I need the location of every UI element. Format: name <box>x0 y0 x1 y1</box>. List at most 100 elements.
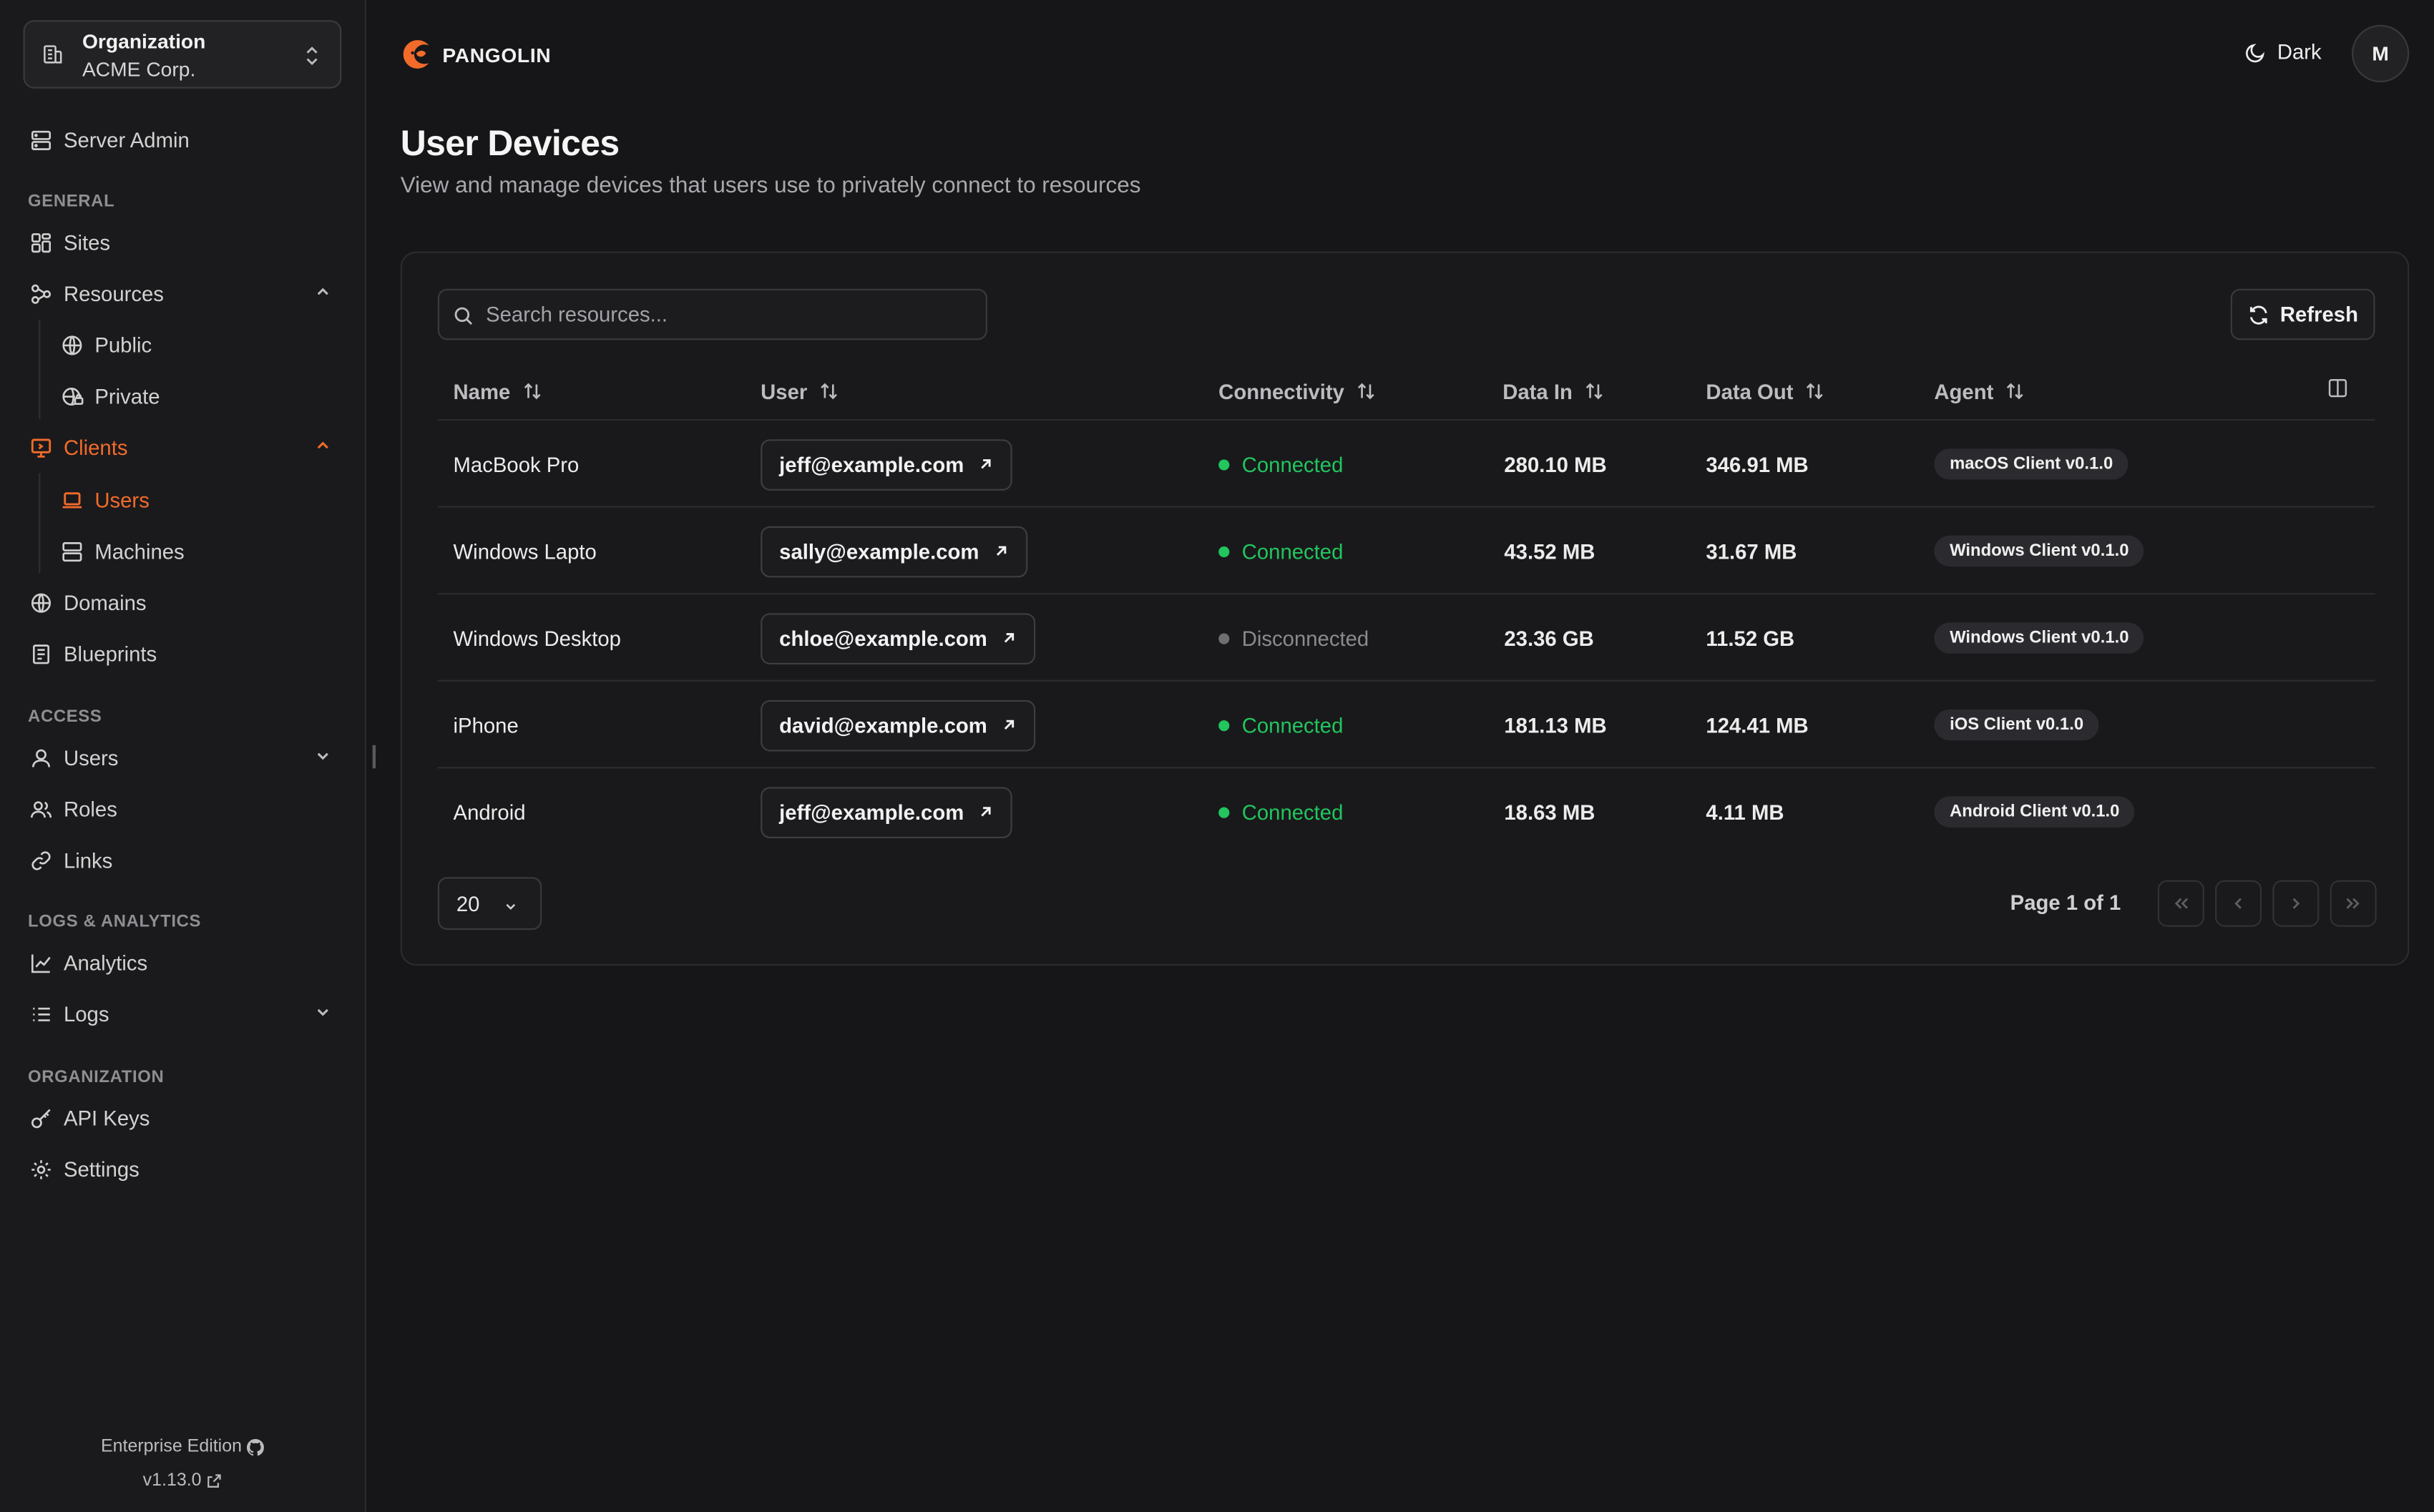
sort-icon <box>524 383 541 400</box>
connectivity-cell: Connected <box>1218 508 1343 595</box>
user-link[interactable]: jeff@example.com <box>761 438 1012 490</box>
rows-per-page-select[interactable]: 20 <box>437 877 542 931</box>
chevron-up-icon[interactable] <box>313 283 332 301</box>
sidebar-item-links[interactable]: Links <box>28 843 112 878</box>
sort-icon <box>1807 383 1824 400</box>
edition-info: Enterprise Edition <box>0 1438 365 1456</box>
user-link[interactable]: jeff@example.com <box>761 786 1012 838</box>
chevron-up-icon[interactable] <box>313 436 332 455</box>
users-icon <box>28 796 53 821</box>
theme-toggle[interactable]: Dark <box>2244 40 2322 64</box>
sidebar-item-resources[interactable]: Resources <box>28 276 338 310</box>
sidebar-item-roles[interactable]: Roles <box>28 792 117 826</box>
column-header-agent[interactable]: Agent <box>1934 377 2026 405</box>
server-icon <box>28 127 53 152</box>
column-header-user[interactable]: User <box>761 377 840 405</box>
section-general: GENERAL <box>28 192 115 212</box>
column-label: Data Out <box>1706 379 1794 403</box>
sidebar-item-label: Blueprints <box>63 642 157 666</box>
sort-icon <box>2007 383 2024 400</box>
sidebar-item-clients[interactable]: Clients <box>28 430 338 464</box>
refresh-button[interactable]: Refresh <box>2230 288 2375 340</box>
sidebar-item-label: Users <box>94 488 150 512</box>
version-label: v1.13.0 <box>142 1471 202 1491</box>
search-input[interactable] <box>486 290 975 339</box>
sidebar-item-analytics[interactable]: Analytics <box>28 946 147 980</box>
agent-cell: Windows Client v0.1.0 <box>1934 508 2145 595</box>
arrow-up-right-icon <box>981 459 991 469</box>
column-label: User <box>761 379 808 403</box>
arrow-up-right-icon <box>996 546 1006 556</box>
sidebar-item-label: Server Admin <box>63 128 190 152</box>
status-dot <box>1218 719 1230 731</box>
sidebar-item-machines[interactable]: Machines <box>59 534 185 569</box>
section-organization: ORGANIZATION <box>28 1068 165 1087</box>
agent-cell: macOS Client v0.1.0 <box>1934 421 2128 508</box>
sidebar-item-label: Clients <box>63 435 128 459</box>
status-badge: Connected <box>1218 800 1343 823</box>
theme-label: Dark <box>2277 40 2322 64</box>
sidebar-item-sites[interactable]: Sites <box>28 225 110 260</box>
chevron-down-icon <box>506 903 516 910</box>
chevron-down-icon[interactable] <box>313 1003 332 1021</box>
github-icon[interactable] <box>246 1438 264 1455</box>
sidebar-item-domains[interactable]: Domains <box>28 585 147 619</box>
version-info: v1.13.0 <box>0 1472 365 1491</box>
brand-logo[interactable]: PANGOLIN <box>401 37 552 72</box>
column-header-data-in[interactable]: Data In <box>1502 377 1605 405</box>
column-header-name[interactable]: Name <box>454 377 543 405</box>
chevrons-up-down-icon <box>304 45 320 67</box>
search-box[interactable] <box>437 288 987 340</box>
previous-page-button[interactable] <box>2215 880 2262 927</box>
columns-icon[interactable] <box>2327 377 2348 398</box>
gear-icon <box>28 1157 53 1182</box>
user-email: jeff@example.com <box>779 800 964 824</box>
moon-icon <box>2246 43 2265 62</box>
agent-cell: iOS Client v0.1.0 <box>1934 682 2099 769</box>
status-badge: Connected <box>1218 539 1343 563</box>
table-row: Android jeff@example.com Connected 18.63… <box>438 768 2375 855</box>
sidebar-item-server-admin[interactable]: Server Admin <box>28 122 190 157</box>
status-badge: Connected <box>1218 453 1343 476</box>
data-in: 18.63 MB <box>1504 800 1595 824</box>
device-name: Windows Lapto <box>453 539 597 563</box>
sidebar-item-access-users[interactable]: Users <box>28 740 338 775</box>
agent-badge: Windows Client v0.1.0 <box>1934 535 2145 567</box>
connectivity-cell: Disconnected <box>1218 594 1369 682</box>
user-link[interactable]: david@example.com <box>761 699 1036 751</box>
data-out: 124.41 MB <box>1706 713 1809 737</box>
sidebar-item-users[interactable]: Users <box>59 483 150 517</box>
user-email: sally@example.com <box>779 539 979 563</box>
globe-icon <box>59 332 84 357</box>
sidebar-item-label: Machines <box>94 539 185 563</box>
sidebar-item-logs[interactable]: Logs <box>28 996 338 1031</box>
arrow-up-right-icon <box>1004 720 1015 730</box>
sidebar-resize-handle[interactable] <box>372 745 375 769</box>
column-header-connectivity[interactable]: Connectivity <box>1218 377 1377 405</box>
user-icon <box>28 745 53 770</box>
column-header-data-out[interactable]: Data Out <box>1706 377 1826 405</box>
sidebar-item-blueprints[interactable]: Blueprints <box>28 637 157 671</box>
external-link-icon[interactable] <box>206 1473 222 1489</box>
arrow-up-right-icon <box>981 807 991 817</box>
table-row: Windows Desktop chloe@example.com Discon… <box>438 594 2375 682</box>
last-page-button[interactable] <box>2330 880 2377 927</box>
sidebar-item-api-keys[interactable]: API Keys <box>28 1101 150 1135</box>
sidebar-item-private[interactable]: Private <box>59 379 160 413</box>
arrow-up-right-icon <box>1004 633 1015 643</box>
user-link[interactable]: sally@example.com <box>761 525 1027 577</box>
sidebar-item-settings[interactable]: Settings <box>28 1152 140 1186</box>
chevron-down-icon[interactable] <box>313 747 332 765</box>
tree-line <box>39 473 41 573</box>
sidebar-item-label: Domains <box>63 590 147 614</box>
org-switcher[interactable]: Organization ACME Corp. <box>23 20 342 89</box>
key-icon <box>28 1105 53 1130</box>
next-page-button[interactable] <box>2272 880 2320 927</box>
sidebar-item-public[interactable]: Public <box>59 328 152 362</box>
user-link[interactable]: chloe@example.com <box>761 612 1036 664</box>
device-name: Android <box>453 800 526 824</box>
chevrons-left-icon <box>2174 898 2189 909</box>
avatar[interactable]: M <box>2352 24 2410 83</box>
first-page-button[interactable] <box>2157 880 2204 927</box>
sidebar-item-label: Roles <box>63 797 117 821</box>
